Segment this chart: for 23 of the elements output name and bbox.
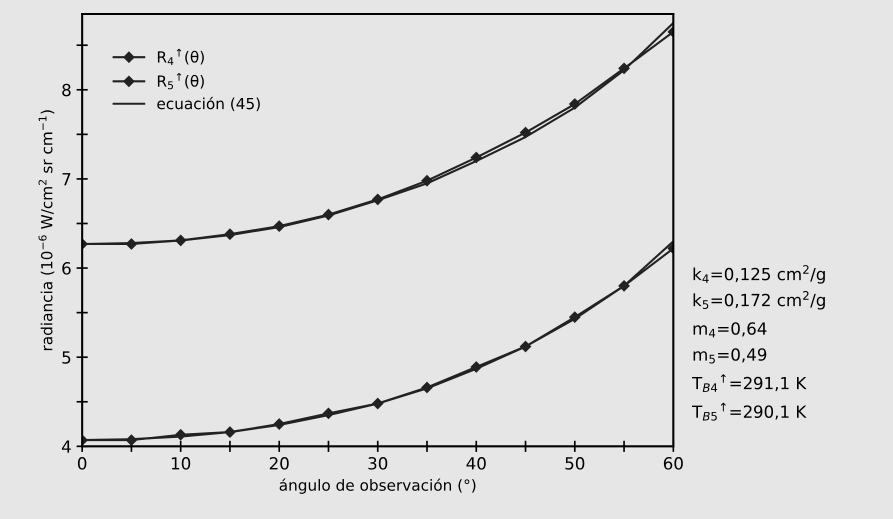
x-tick-label: 10 bbox=[172, 457, 190, 470]
text: k$_{5}$=0,172 cm$^{2}$/g bbox=[694, 291, 825, 310]
x-tick-label: 40 bbox=[466, 457, 486, 470]
y-tick-label: 7 bbox=[62, 173, 70, 186]
y-tick-label: 5 bbox=[62, 351, 70, 364]
legend-label: ecuación (45) bbox=[157, 96, 260, 112]
text: T$_{B5}$$^{↑}$=290,1 K bbox=[692, 402, 807, 421]
x-tick-label: 20 bbox=[270, 457, 289, 470]
text: T$_{B4}$$^{↑}$=291,1 K bbox=[692, 374, 807, 392]
text: k$_{4}$=0,125 cm$^{2}$/g bbox=[694, 265, 825, 284]
x-tick-label: 60 bbox=[664, 457, 683, 470]
y-tick-label: 8 bbox=[62, 84, 71, 96]
x-tick-label: 0 bbox=[78, 457, 86, 470]
x-axis-title: ángulo de observación (°) bbox=[280, 478, 476, 494]
legend-label: R$_{4}$$^{↑}$(θ) bbox=[158, 48, 204, 65]
text: m$_{5}$=0,49 bbox=[694, 348, 766, 364]
y-tick-label: 6 bbox=[62, 262, 71, 275]
y-tick-label: 4 bbox=[62, 440, 71, 453]
x-tick-label: 50 bbox=[565, 457, 584, 470]
x-tick-label: 30 bbox=[368, 457, 388, 470]
y-axis-title: radiancia (10$^{−6}$ W/cm$^{2}$ sr cm$^{−1}$) bbox=[38, 110, 54, 350]
legend-label: R$_{5}$$^{↑}$(θ) bbox=[158, 72, 204, 90]
text: m$_{4}$=0,64 bbox=[694, 322, 766, 338]
